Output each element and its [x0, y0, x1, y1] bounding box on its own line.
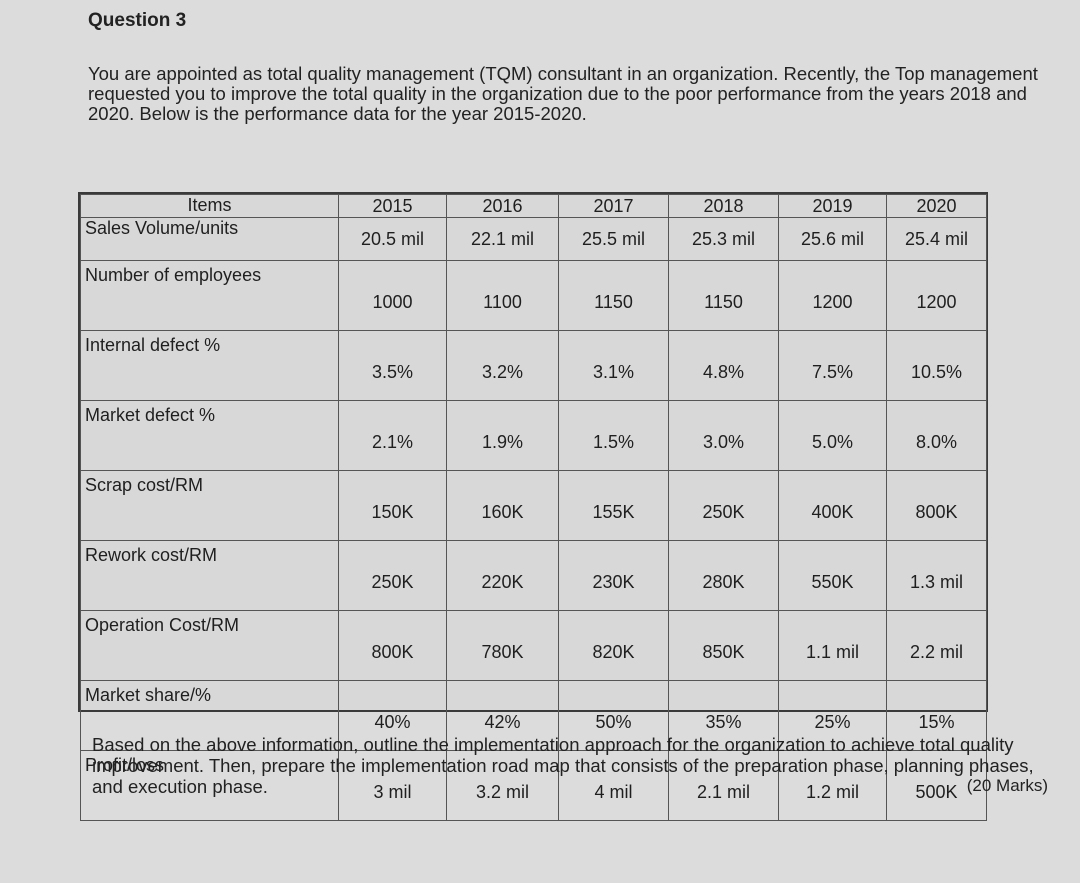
- marks-label: (20 Marks): [966, 776, 1048, 795]
- header-year: 2020: [886, 194, 987, 218]
- header-year: 2018: [668, 194, 779, 218]
- table-row: Scrap cost/RM 150K 160K 155K 250K 400K 8…: [80, 470, 987, 541]
- cell-value: 1.1 mil: [778, 610, 887, 681]
- cell-value: 1200: [778, 260, 887, 331]
- instruction-paragraph: Based on the above information, outline …: [92, 734, 1034, 797]
- cell-value: 7.5%: [778, 330, 887, 401]
- cell-value: 15%: [886, 680, 987, 751]
- cell-value: 3.2 mil: [446, 750, 559, 821]
- cell-value: 250K: [338, 540, 447, 611]
- cell-value: 22.1 mil: [446, 217, 559, 261]
- cell-value: 10.5%: [886, 330, 987, 401]
- cell-value: 25.3 mil: [668, 217, 779, 261]
- cell-value: 1.5%: [558, 400, 669, 471]
- row-label: Sales Volume/units: [80, 217, 339, 261]
- cell-value: 250K: [668, 470, 779, 541]
- row-label: Internal defect %: [80, 330, 339, 401]
- cell-value: 1100: [446, 260, 559, 331]
- cell-value: 160K: [446, 470, 559, 541]
- table-row: Market share/% 40% 42% 50% 35% 25% 15%: [80, 680, 987, 751]
- cell-value: 220K: [446, 540, 559, 611]
- performance-table: Items 2015 2016 2017 2018 2019 2020 Sale…: [78, 192, 988, 821]
- row-label: Profit/loss: [80, 750, 339, 821]
- cell-value: 2.2 mil: [886, 610, 987, 681]
- cell-value: 2.1 mil: [668, 750, 779, 821]
- cell-value: 8.0%: [886, 400, 987, 471]
- cell-value: 1.9%: [446, 400, 559, 471]
- cell-value: 820K: [558, 610, 669, 681]
- cell-value: 400K: [778, 470, 887, 541]
- question-heading: Question 3: [88, 10, 187, 31]
- table-row: Rework cost/RM 250K 220K 230K 280K 550K …: [80, 540, 987, 611]
- table-row: Market defect % 2.1% 1.9% 1.5% 3.0% 5.0%…: [80, 400, 987, 471]
- cell-value: 3.2%: [446, 330, 559, 401]
- header-year: 2019: [778, 194, 887, 218]
- cell-value: 4.8%: [668, 330, 779, 401]
- cell-value: 40%: [338, 680, 447, 751]
- cell-value: 1200: [886, 260, 987, 331]
- table-row: Profit/loss 3 mil 3.2 mil 4 mil 2.1 mil …: [80, 750, 987, 821]
- table-row: Operation Cost/RM 800K 780K 820K 850K 1.…: [80, 610, 987, 681]
- cell-value: 800K: [886, 470, 987, 541]
- row-label: Rework cost/RM: [80, 540, 339, 611]
- header-items: Items: [80, 194, 339, 218]
- cell-value: 3.1%: [558, 330, 669, 401]
- cell-value: 25.6 mil: [778, 217, 887, 261]
- cell-value: 25.5 mil: [558, 217, 669, 261]
- header-year: 2016: [446, 194, 559, 218]
- cell-value: 150K: [338, 470, 447, 541]
- cell-value: 3.5%: [338, 330, 447, 401]
- cell-value: 3 mil: [338, 750, 447, 821]
- cell-value: 2.1%: [338, 400, 447, 471]
- cell-value: 1.3 mil: [886, 540, 987, 611]
- cell-value: 280K: [668, 540, 779, 611]
- cell-value: 5.0%: [778, 400, 887, 471]
- cell-value: 1.2 mil: [778, 750, 887, 821]
- row-label: Scrap cost/RM: [80, 470, 339, 541]
- cell-value: 850K: [668, 610, 779, 681]
- cell-value: 230K: [558, 540, 669, 611]
- row-label: Number of employees: [80, 260, 339, 331]
- cell-value: 1150: [668, 260, 779, 331]
- cell-value: 25.4 mil: [886, 217, 987, 261]
- header-year: 2015: [338, 194, 447, 218]
- table-row: Internal defect % 3.5% 3.2% 3.1% 4.8% 7.…: [80, 330, 987, 401]
- cell-value: 20.5 mil: [338, 217, 447, 261]
- header-year: 2017: [558, 194, 669, 218]
- cell-value: 1150: [558, 260, 669, 331]
- cell-value: 155K: [558, 470, 669, 541]
- cell-value: 550K: [778, 540, 887, 611]
- row-label: Market share/%: [80, 680, 339, 751]
- cell-value: 1000: [338, 260, 447, 331]
- cell-value: 4 mil: [558, 750, 669, 821]
- table-header-row: Items 2015 2016 2017 2018 2019 2020: [80, 194, 987, 218]
- cell-value: 800K: [338, 610, 447, 681]
- cell-value: 3.0%: [668, 400, 779, 471]
- cell-value: 50%: [558, 680, 669, 751]
- cell-value: 500K: [886, 750, 987, 821]
- row-label: Market defect %: [80, 400, 339, 471]
- intro-paragraph: You are appointed as total quality manag…: [88, 63, 1038, 124]
- table-row: Sales Volume/units 20.5 mil 22.1 mil 25.…: [80, 217, 987, 261]
- row-label: Operation Cost/RM: [80, 610, 339, 681]
- cell-value: 780K: [446, 610, 559, 681]
- table-row: Number of employees 1000 1100 1150 1150 …: [80, 260, 987, 331]
